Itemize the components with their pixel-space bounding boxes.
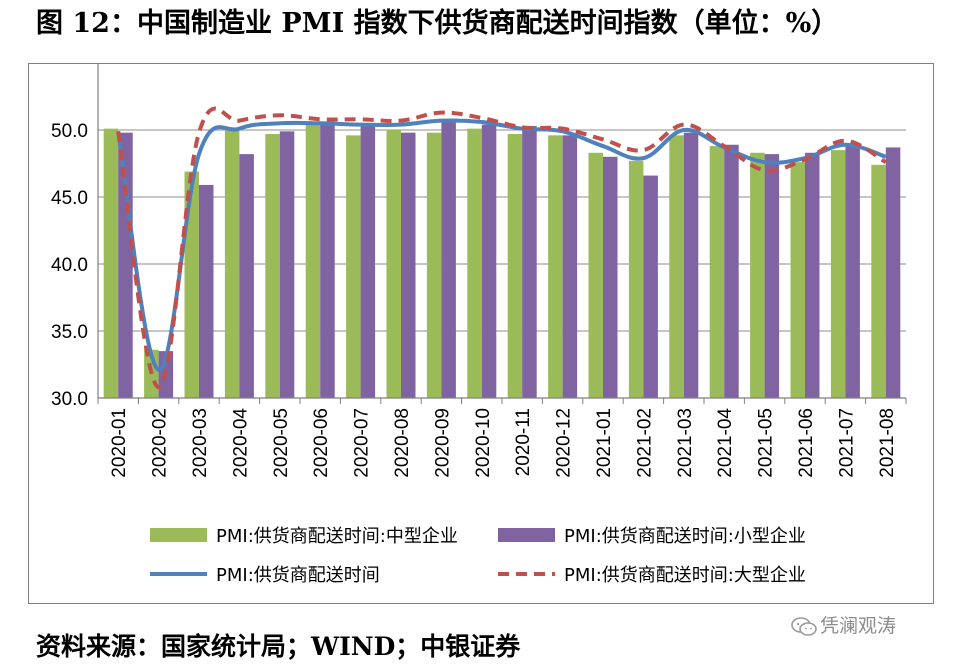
bar — [507, 134, 523, 398]
dashed-series-line — [116, 106, 887, 390]
bar — [239, 154, 254, 398]
bar — [481, 124, 497, 398]
x-tick-label: 2020-10 — [473, 408, 494, 478]
x-tick-label: 2020-11 — [513, 408, 534, 476]
y-tick-label: 35.0 — [51, 322, 88, 343]
x-tick-label: 2020-09 — [432, 408, 453, 478]
x-tick-label: 2021-04 — [715, 408, 736, 478]
x-tick-label: 2020-02 — [150, 408, 171, 478]
bar — [683, 132, 699, 398]
bar — [224, 127, 240, 398]
bar — [184, 171, 199, 398]
legend-swatch — [498, 528, 555, 542]
bar — [724, 144, 739, 398]
bar — [265, 134, 280, 398]
bar — [401, 132, 416, 398]
figure-title: 图 12：中国制造业 PMI 指数下供货商配送时间指数（单位：%） — [36, 8, 839, 39]
bar — [346, 135, 361, 399]
x-tick-label: 2021-05 — [756, 408, 777, 478]
bar — [790, 162, 805, 398]
bar — [845, 146, 860, 398]
y-tick-label: 50.0 — [51, 121, 88, 142]
bar — [279, 131, 295, 398]
bar — [588, 152, 603, 398]
bar — [305, 124, 321, 398]
bar — [628, 160, 644, 398]
x-tick-label: 2021-01 — [594, 408, 615, 478]
axes: 30.0 35.0 40.0 45.0 50.0 2020-01 2020-02 2020-0… — [51, 63, 907, 478]
x-tick-label: 2020-12 — [554, 408, 575, 478]
bar — [885, 147, 901, 398]
x-tick-label: 2020-06 — [311, 408, 332, 478]
bar — [764, 154, 780, 398]
x-tick-label: 2020-01 — [109, 408, 130, 478]
x-tick-label: 2020-05 — [271, 408, 292, 478]
x-tick-label: 2021-07 — [836, 408, 857, 478]
y-tick-label: 45.0 — [51, 188, 88, 209]
bar — [830, 150, 846, 398]
legend-label: PMI:供货商配送时间:大型企业 — [564, 565, 806, 586]
bar — [643, 175, 658, 398]
bar — [805, 152, 820, 398]
wechat-icon — [791, 616, 817, 636]
x-tick-label: 2020-04 — [230, 408, 251, 478]
legend: PMI:供货商配送时间:中型企业 PMI:供货商配送时间:小型企业 PMI:供货商配… — [150, 526, 806, 586]
bar — [426, 132, 442, 398]
bar — [103, 128, 119, 398]
bar — [562, 135, 578, 399]
bar — [603, 156, 618, 398]
bar — [360, 124, 376, 398]
y-tick-label: 40.0 — [51, 255, 88, 276]
x-tick-label: 2021-02 — [634, 408, 655, 478]
bar — [669, 135, 684, 399]
x-tick-label: 2020-08 — [392, 408, 413, 478]
bars — [103, 121, 901, 399]
x-tick-label: 2021-03 — [675, 408, 696, 478]
bar — [441, 121, 456, 399]
watermark: 凭澜观涛 — [790, 612, 896, 640]
bar — [522, 125, 537, 398]
x-tick-label: 2020-07 — [352, 408, 373, 478]
bar — [320, 121, 335, 399]
chart-frame — [28, 63, 934, 604]
bar — [871, 164, 886, 398]
y-tick-label: 30.0 — [51, 389, 88, 410]
bar — [548, 135, 563, 399]
legend-label: PMI:供货商配送时间:小型企业 — [564, 526, 806, 547]
chart-svg: 30.0 35.0 40.0 45.0 50.0 2020-01 2020-02 2020-0… — [51, 63, 907, 586]
bar — [199, 184, 214, 398]
bar — [709, 146, 725, 398]
legend-label: PMI:供货商配送时间:中型企业 — [216, 526, 458, 547]
x-tick-label: 2021-06 — [796, 408, 817, 478]
bar — [750, 152, 765, 398]
bar — [386, 130, 401, 398]
series-lines — [116, 106, 887, 390]
legend-label: PMI:供货商配送时间 — [216, 565, 380, 586]
x-tick-label: 2021-08 — [877, 408, 898, 478]
watermark-text: 凭澜观涛 — [820, 615, 897, 637]
source-note: 资料来源：国家统计局；WIND；中银证券 — [36, 632, 521, 661]
x-tick-label: 2020-03 — [190, 408, 211, 478]
legend-swatch — [150, 528, 207, 542]
bar — [467, 128, 482, 398]
series-line — [116, 118, 887, 372]
